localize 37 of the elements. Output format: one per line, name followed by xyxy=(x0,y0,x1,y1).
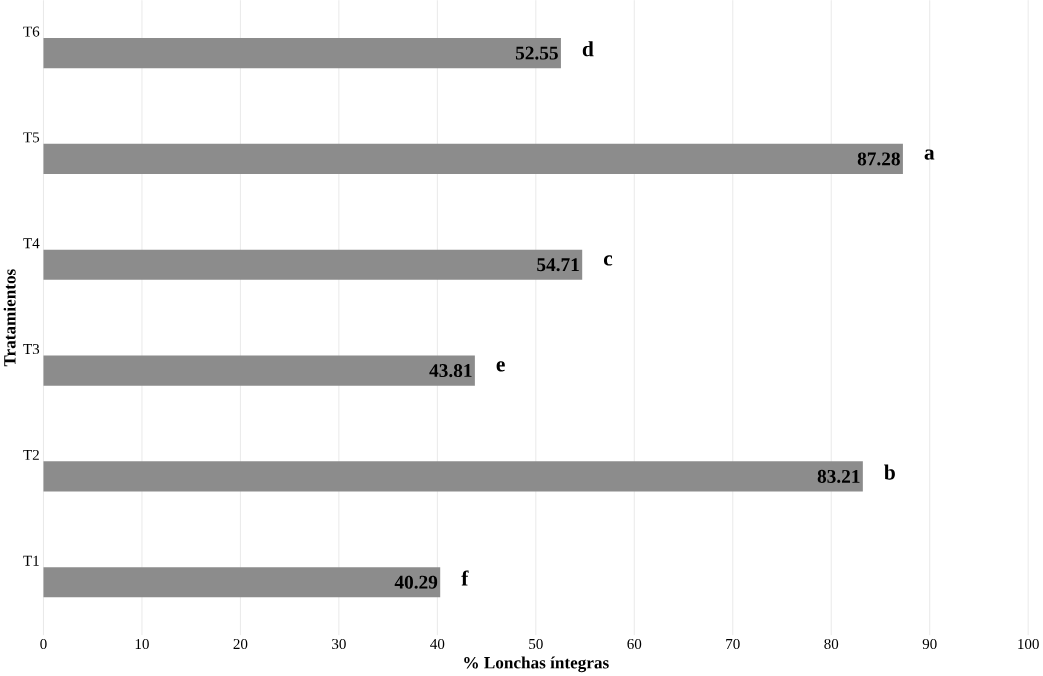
bar xyxy=(43,144,903,175)
annotation: f xyxy=(461,570,469,586)
annotation: c xyxy=(603,255,613,266)
data-label: 83.21 xyxy=(817,470,860,484)
y-tick-label: T5 xyxy=(23,132,40,143)
x-tick-label: 20 xyxy=(233,639,248,650)
x-tick-label: 10 xyxy=(135,639,149,650)
data-label: 54.71 xyxy=(537,258,579,272)
annotation: e xyxy=(496,361,505,372)
y-tick-label: T3 xyxy=(23,344,40,355)
bar xyxy=(43,249,583,280)
x-axis-title: % Lonchas íntegras xyxy=(464,656,609,673)
x-tick-label: 90 xyxy=(922,639,937,650)
x-tick-label: 70 xyxy=(726,639,740,650)
y-tick-label: T4 xyxy=(23,238,40,249)
x-tick-label: 80 xyxy=(824,639,839,650)
data-label: 52.55 xyxy=(515,46,558,60)
y-axis-title: Tratamientos xyxy=(3,269,16,367)
annotation: b xyxy=(884,464,895,480)
x-tick-label: 30 xyxy=(332,639,346,650)
bar xyxy=(43,567,441,598)
annotation: d xyxy=(582,41,594,57)
bar xyxy=(43,38,561,69)
x-tick-label: 50 xyxy=(529,639,543,650)
y-tick-label: T2 xyxy=(23,450,39,460)
x-tick-label: 100 xyxy=(1018,639,1039,650)
data-label: 43.81 xyxy=(429,364,472,378)
annotation: a xyxy=(924,149,935,160)
x-tick-label: 40 xyxy=(430,639,445,650)
x-tick-label: 0 xyxy=(40,639,47,650)
x-tick-label: 60 xyxy=(627,639,642,650)
data-label: 87.28 xyxy=(857,152,900,166)
y-tick-label: T6 xyxy=(23,26,40,37)
y-tick-label: T1 xyxy=(23,555,39,566)
data-label: 40.29 xyxy=(394,575,438,589)
bar xyxy=(43,355,475,386)
bar xyxy=(43,461,863,492)
